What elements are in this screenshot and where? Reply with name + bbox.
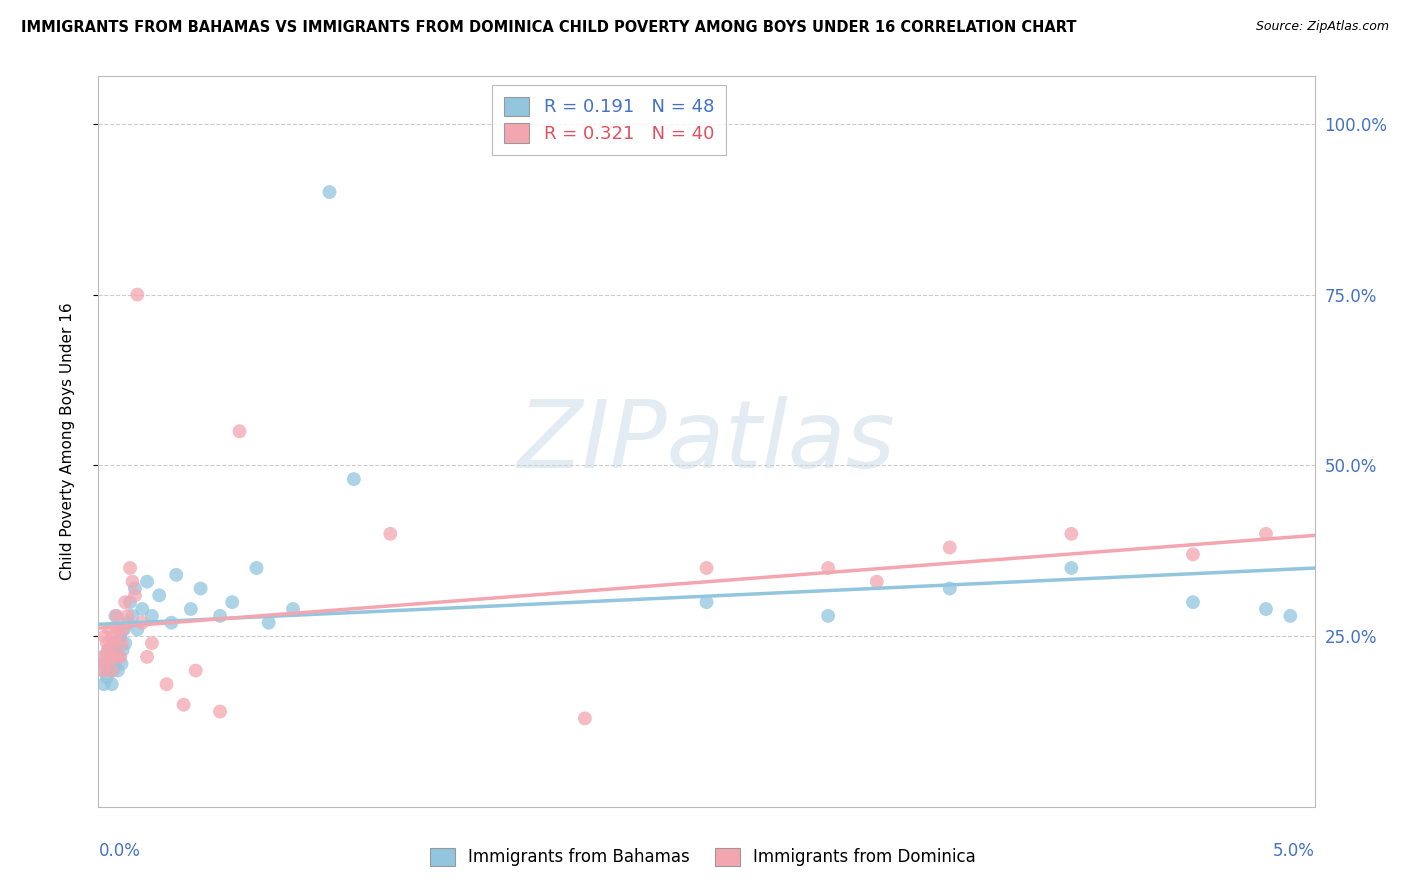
Point (380, 526, 402, 541)
Point (257, 615, 280, 630)
Point (281, 602, 304, 616)
Point (866, 574, 889, 589)
Point (136, 649, 159, 664)
Point (114, 595, 136, 609)
Point (112, 623, 135, 637)
Point (121, 574, 143, 589)
Point (1254, 602, 1277, 616)
Point (107, 623, 129, 637)
Point (110, 657, 132, 671)
Point (93, 649, 115, 664)
Point (1182, 547, 1205, 561)
Point (141, 608, 163, 623)
Point (104, 657, 127, 671)
Point (101, 629, 124, 643)
Point (1060, 526, 1083, 541)
Point (121, 608, 143, 623)
Point (173, 698, 195, 712)
Point (190, 582, 212, 596)
Point (131, 615, 153, 630)
Point (93, 629, 115, 643)
Point (111, 643, 134, 657)
Point (127, 623, 149, 637)
Point (124, 588, 146, 602)
Point (1254, 526, 1277, 541)
Legend: R = 0.191   N = 48, R = 0.321   N = 40: R = 0.191 N = 48, R = 0.321 N = 40 (492, 85, 725, 155)
Point (160, 615, 183, 630)
Point (184, 664, 207, 678)
Point (817, 561, 839, 575)
Point (180, 602, 202, 616)
Point (209, 608, 232, 623)
Legend: Immigrants from Bahamas, Immigrants from Dominica: Immigrants from Bahamas, Immigrants from… (423, 841, 983, 873)
Point (118, 561, 141, 575)
Point (165, 567, 187, 582)
Point (118, 595, 141, 609)
Point (105, 608, 128, 623)
Point (104, 608, 127, 623)
Point (574, 711, 596, 725)
Point (97, 643, 120, 657)
Point (98, 664, 121, 678)
Point (91, 664, 114, 678)
Point (100, 649, 122, 664)
Point (817, 608, 839, 623)
Y-axis label: Child Poverty Among Boys Under 16: Child Poverty Among Boys Under 16 (60, 302, 75, 581)
Text: Source: ZipAtlas.com: Source: ZipAtlas.com (1256, 20, 1389, 33)
Point (696, 561, 718, 575)
Point (104, 649, 127, 664)
Point (1060, 561, 1083, 575)
Point (343, 472, 366, 486)
Point (101, 677, 124, 691)
Point (108, 649, 131, 664)
Point (107, 664, 129, 678)
Point (103, 636, 125, 650)
Point (91, 649, 114, 664)
Point (91, 664, 114, 678)
Point (97, 643, 120, 657)
Point (696, 595, 718, 609)
Point (96, 636, 118, 650)
Point (98, 623, 121, 637)
Point (101, 664, 124, 678)
Point (110, 649, 132, 664)
Point (1279, 608, 1302, 623)
Point (148, 588, 170, 602)
Point (221, 595, 243, 609)
Point (141, 636, 163, 650)
Point (939, 541, 962, 555)
Text: ZIPatlas: ZIPatlas (517, 396, 896, 487)
Point (124, 582, 146, 596)
Point (94, 657, 117, 671)
Point (101, 664, 124, 678)
Point (318, 185, 340, 199)
Text: #c8d8e8: #c8d8e8 (703, 441, 710, 442)
Point (117, 608, 139, 623)
Point (110, 636, 132, 650)
Point (1182, 595, 1205, 609)
Point (155, 677, 177, 691)
Point (93, 677, 115, 691)
Point (94, 657, 117, 671)
Point (939, 582, 962, 596)
Point (117, 615, 139, 630)
Point (105, 643, 128, 657)
Point (136, 574, 159, 589)
Point (209, 705, 232, 719)
Point (100, 649, 122, 664)
Text: IMMIGRANTS FROM BAHAMAS VS IMMIGRANTS FROM DOMINICA CHILD POVERTY AMONG BOYS UND: IMMIGRANTS FROM BAHAMAS VS IMMIGRANTS FR… (21, 20, 1077, 35)
Point (114, 636, 136, 650)
Point (111, 623, 134, 637)
Text: 0.0%: 0.0% (98, 842, 141, 861)
Point (127, 287, 149, 301)
Point (96, 670, 118, 684)
Text: 5.0%: 5.0% (1272, 842, 1315, 861)
Point (110, 629, 132, 643)
Point (103, 636, 125, 650)
Point (228, 425, 250, 439)
Point (245, 561, 267, 575)
Point (131, 602, 153, 616)
